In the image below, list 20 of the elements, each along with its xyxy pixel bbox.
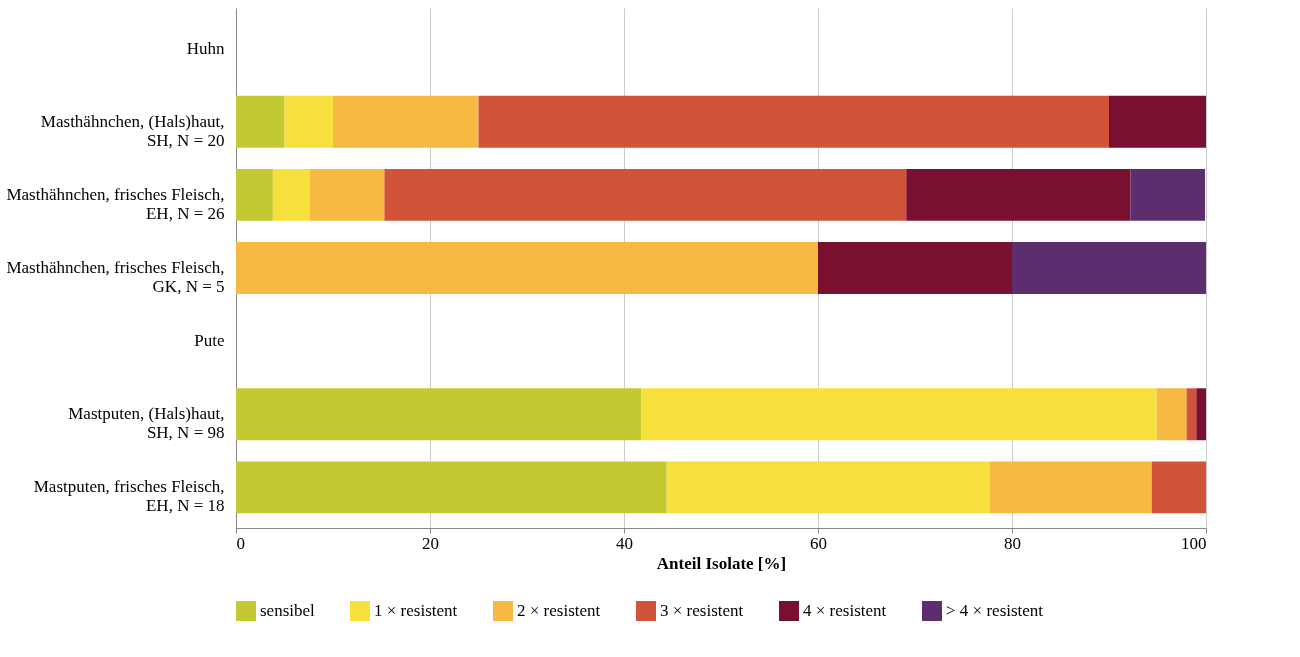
legend-label: 1 × resistent xyxy=(374,601,458,620)
x-tick-label: 20 xyxy=(422,533,439,553)
y-tick-label: Huhn xyxy=(186,38,225,58)
x-tick-label: 0 xyxy=(236,533,245,553)
x-tick-label: 100 xyxy=(1181,533,1207,553)
y-tick-label: Masthähnchen, (Hals)haut, SH, N = 20 xyxy=(40,111,225,150)
legend-label: sensibel xyxy=(260,601,316,620)
x-tick-label: 60 xyxy=(810,533,827,553)
legend-label: > 4 × resistent xyxy=(946,601,1044,620)
y-tick-label: Mastputen, frisches Fleisch, EH, N = 18 xyxy=(33,477,225,516)
x-axis-title: Anteil Isolate [%] xyxy=(656,553,787,573)
legend-label: 3 × resistent xyxy=(660,601,744,620)
y-tick-label: Pute xyxy=(194,331,225,351)
y-tick-label: Masthähnchen, frisches Fleisch, EH, N = 26 xyxy=(6,184,225,223)
x-tick-label: 40 xyxy=(616,533,633,553)
y-tick-label: Masthähnchen, frisches Fleisch, GK, N = 5 xyxy=(6,258,225,296)
legend-label: 4 × resistent xyxy=(803,601,887,620)
legend-label: 2 × resistent xyxy=(517,601,601,620)
y-tick-label: Mastputen, (Hals)haut, SH, N = 98 xyxy=(68,404,225,443)
x-tick-label: 80 xyxy=(1004,533,1021,553)
